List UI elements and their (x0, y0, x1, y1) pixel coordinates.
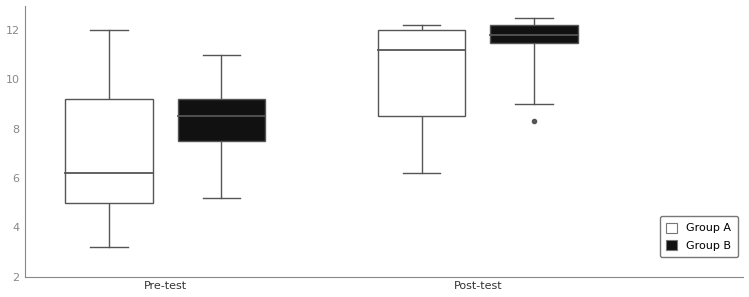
Bar (491, 25, 577, 42)
Bar (178, 99, 265, 141)
Legend: Group A, Group B: Group A, Group B (660, 216, 738, 257)
Bar (377, 30, 465, 116)
Bar (65, 99, 153, 203)
